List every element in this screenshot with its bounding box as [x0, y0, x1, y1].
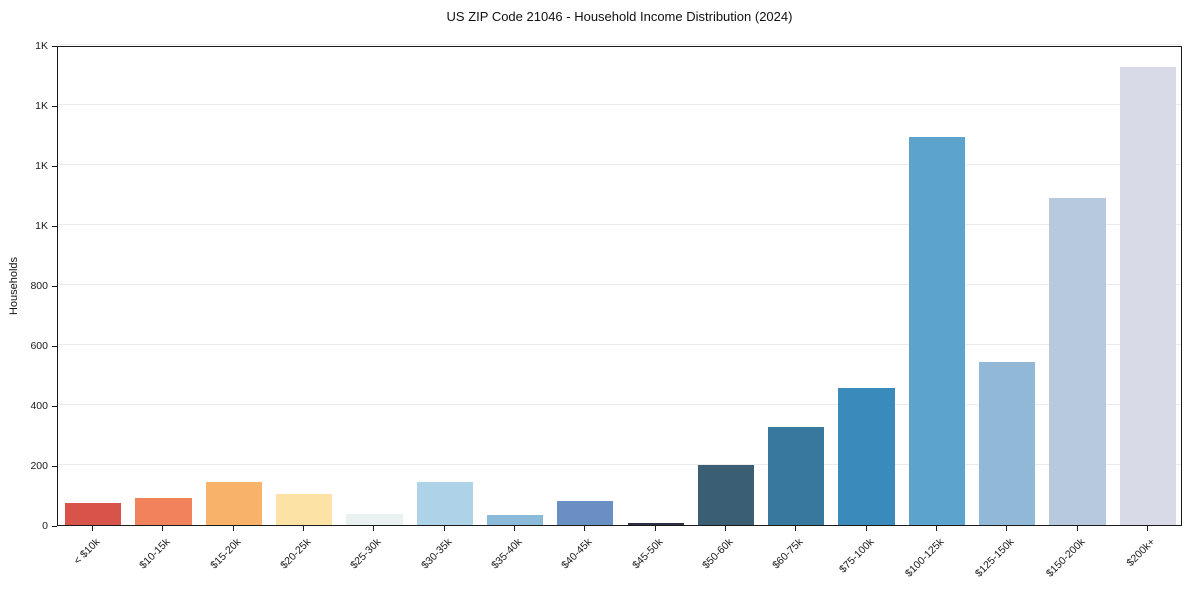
bar-75-100k: [838, 387, 895, 525]
gridline: [58, 404, 1181, 405]
gridline: [58, 284, 1181, 285]
gridline: [58, 104, 1181, 105]
y-tick-mark: [52, 526, 57, 527]
gridline: [58, 224, 1181, 225]
y-tick-label: 800: [30, 280, 48, 292]
bar-45-50k: [627, 523, 684, 525]
gridline: [58, 164, 1181, 165]
x-tick-label: $75-100k: [836, 536, 877, 576]
x-tick-mark: [935, 526, 937, 531]
bar-40-45k: [557, 501, 614, 525]
bar-10-15k: [135, 498, 192, 525]
y-tick-label: 0: [42, 520, 48, 532]
bar-30-35k: [416, 481, 473, 525]
x-tick-label: $45-50k: [629, 536, 666, 572]
bar-150-200k: [1049, 198, 1106, 525]
bar-200k: [1119, 66, 1176, 525]
x-tick-label: $50-60k: [700, 536, 736, 572]
chart-title: US ZIP Code 21046 - Household Income Dis…: [446, 9, 793, 24]
gridline: [58, 464, 1181, 465]
x-tick-mark: [1076, 526, 1078, 531]
y-tick-mark: [52, 106, 57, 107]
x-tick-label: $25-30k: [348, 536, 384, 572]
x-tick-label: $10-15k: [137, 536, 173, 572]
y-tick-mark: [52, 166, 57, 167]
x-tick-mark: [1146, 526, 1148, 531]
x-tick-mark: [303, 526, 305, 531]
bar-15-20k: [205, 482, 262, 525]
x-tick-label: $100-125k: [902, 536, 947, 580]
x-tick-mark: [865, 526, 867, 531]
y-tick-label: 600: [30, 340, 48, 352]
bar-50-60k: [697, 465, 755, 525]
bar-10k: [65, 503, 122, 525]
y-tick-mark: [52, 406, 57, 407]
y-tick-label: 200: [30, 460, 48, 472]
y-tick-label: 1K: [35, 40, 48, 52]
x-tick-label: $35-40k: [489, 536, 525, 572]
y-tick-label: 1K: [35, 100, 48, 112]
x-tick-label: $20-25k: [278, 536, 314, 572]
y-tick-mark: [52, 466, 57, 467]
x-tick-mark: [724, 526, 726, 531]
x-tick-mark: [373, 526, 375, 531]
y-tick-mark: [52, 286, 57, 287]
x-tick-label: $40-45k: [559, 536, 595, 572]
bar-60-75k: [768, 426, 825, 525]
bar-25-30k: [346, 513, 403, 525]
x-tick-label: $200k+: [1124, 536, 1158, 570]
bar-100-125k: [908, 137, 966, 525]
x-tick-label: $150-200k: [1043, 536, 1088, 580]
x-tick-mark: [1006, 526, 1008, 531]
x-tick-label: $15-20k: [207, 536, 244, 572]
y-tick-label: 1K: [35, 160, 48, 172]
x-tick-label: $125-150k: [973, 536, 1017, 580]
x-tick-mark: [162, 526, 164, 531]
bar-125-150k: [979, 361, 1036, 525]
y-tick-mark: [52, 346, 57, 347]
y-tick-mark: [52, 226, 57, 227]
x-tick-mark: [795, 526, 797, 531]
x-tick-mark: [514, 526, 516, 531]
y-tick-mark: [52, 46, 57, 47]
y-tick-label: 400: [30, 400, 48, 412]
x-tick-mark: [92, 526, 94, 531]
gridline: [58, 344, 1181, 345]
gridline: [58, 44, 1181, 45]
x-tick-mark: [443, 526, 445, 531]
x-tick-label: $30-35k: [418, 536, 455, 572]
x-tick-label: $60-75k: [770, 536, 806, 572]
x-tick-mark: [584, 526, 586, 531]
x-tick-mark: [232, 526, 234, 531]
plot-area: [57, 44, 1182, 526]
x-tick-mark: [654, 526, 656, 531]
bar-35-40k: [486, 514, 544, 525]
x-tick-label: < $10k: [71, 536, 103, 567]
y-tick-label: 1K: [35, 220, 48, 232]
bar-20-25k: [275, 494, 333, 525]
